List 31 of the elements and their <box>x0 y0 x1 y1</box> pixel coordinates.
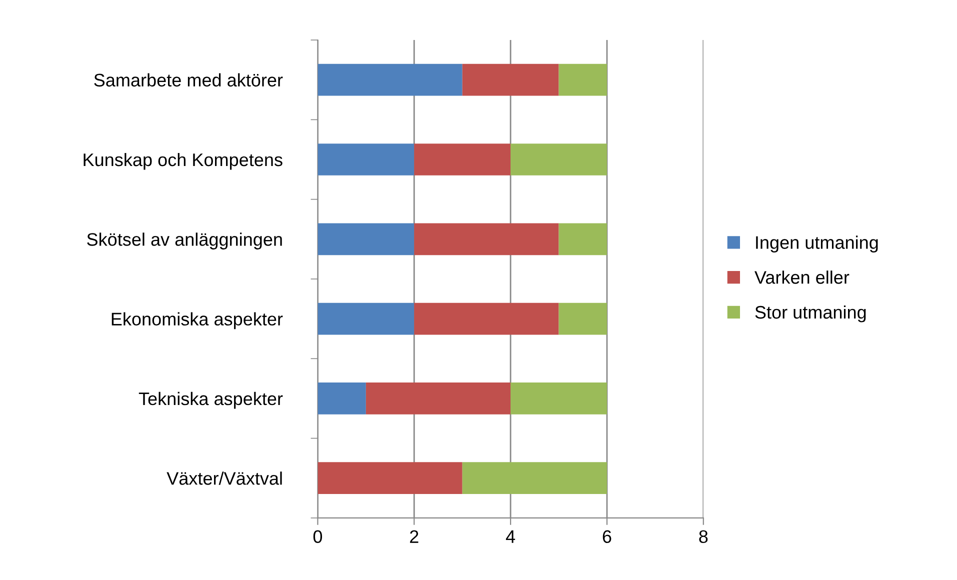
y-tick-label: Tekniska aspekter <box>138 392 283 409</box>
y-tick-label: Växter/Växtval <box>166 472 282 485</box>
bar <box>510 144 607 176</box>
bar <box>318 302 414 335</box>
x-tick-label: 8 <box>699 530 708 544</box>
bar <box>318 64 462 96</box>
bar <box>318 144 414 176</box>
bar <box>414 302 559 335</box>
legend-label: Ingen utmaning <box>756 236 878 253</box>
x-tick-label: 6 <box>602 530 612 544</box>
bar <box>558 64 607 96</box>
bar <box>462 64 559 96</box>
bar <box>366 382 511 414</box>
bar <box>318 462 462 494</box>
x-tick-label: 4 <box>506 530 516 543</box>
y-tick-label: Samarbete med aktörer <box>94 73 283 87</box>
x-tick-label: 2 <box>410 530 418 543</box>
bar <box>558 223 607 256</box>
bar <box>558 302 607 335</box>
x-tick-label: 0 <box>313 530 322 544</box>
bar <box>318 382 366 414</box>
bar <box>318 223 414 256</box>
bar <box>510 382 607 414</box>
y-tick-label: Kunskap och Kompetens <box>84 152 282 170</box>
legend-label: Stor utmaning <box>755 305 866 322</box>
y-tick-label: Ekonomiska aspekter <box>112 312 283 330</box>
bar <box>462 462 607 494</box>
legend-label: Varken eller <box>754 270 850 284</box>
y-tick-label: Skötsel av anläggningen <box>87 232 282 250</box>
bar <box>414 144 511 176</box>
bar <box>414 223 559 256</box>
